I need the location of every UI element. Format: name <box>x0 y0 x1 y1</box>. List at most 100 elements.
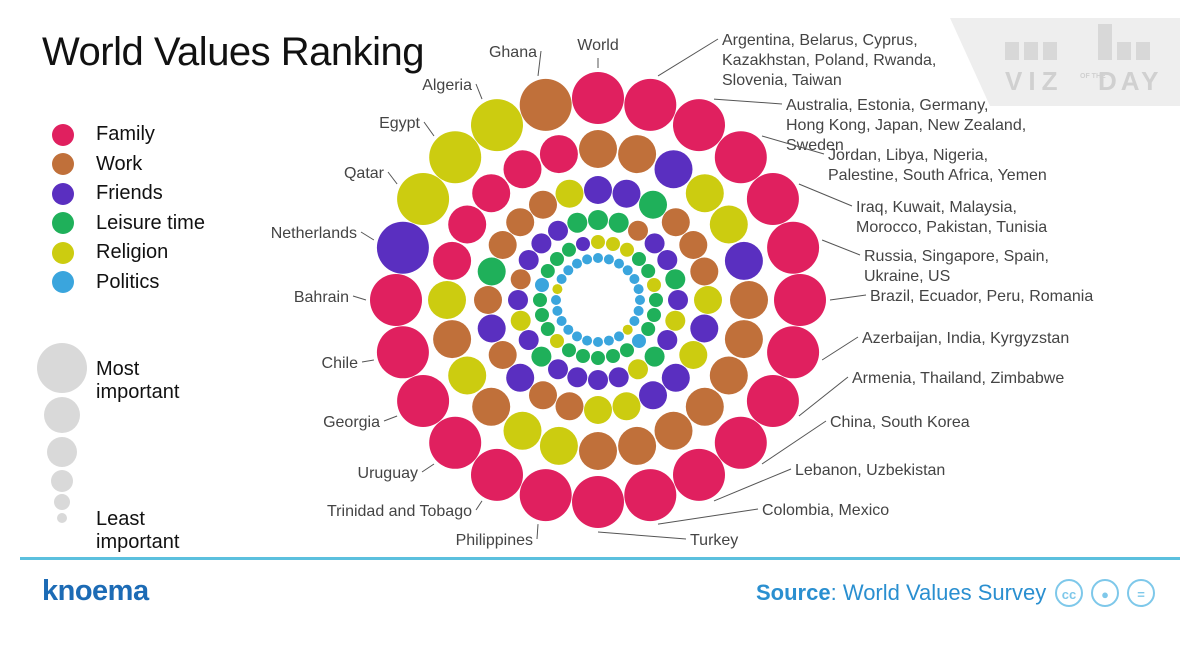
legend-label: Religion <box>96 241 169 264</box>
source-text[interactable]: World Values Survey <box>842 580 1047 605</box>
bubble-8-rank-1 <box>767 326 820 379</box>
bubble-5-rank-6 <box>629 274 640 284</box>
group-label: Armenia, Thailand, Zimbabwe <box>852 370 1064 387</box>
bubble-5-rank-1 <box>746 173 799 225</box>
bubble-21-rank-4 <box>518 250 539 270</box>
bubble-10-rank-1 <box>714 416 767 469</box>
size-label-least: Least important <box>96 508 180 553</box>
cc-icon[interactable]: cc <box>1055 579 1083 607</box>
size-label-most: Most important <box>96 358 180 403</box>
bubble-13-rank-5 <box>591 351 605 365</box>
legend-label: Politics <box>96 270 160 293</box>
bubble-3-rank-2 <box>654 150 693 189</box>
bubble-5-rank-4 <box>657 250 678 270</box>
bubble-9-rank-2 <box>709 356 748 395</box>
bubble-5-rank-2 <box>709 205 748 244</box>
bubble-2-rank-5 <box>606 237 620 251</box>
group-label: Slovenia, Taiwan <box>722 72 842 89</box>
bubble-16-rank-3 <box>506 363 535 392</box>
by-icon[interactable]: ● <box>1091 579 1119 607</box>
group-label: Egypt <box>379 115 420 132</box>
bubble-2-rank-3 <box>612 179 641 208</box>
bubble-9-rank-5 <box>641 322 656 336</box>
group-label: Colombia, Mexico <box>762 502 889 519</box>
label-connector <box>657 508 759 525</box>
legend-swatch <box>52 212 74 235</box>
bubble-12-rank-3 <box>612 392 641 421</box>
bubble-3-rank-3 <box>639 190 667 219</box>
bubble-11-rank-5 <box>620 343 634 358</box>
group-label: Palestine, South Africa, Yemen <box>828 167 1047 184</box>
bubble-19-rank-4 <box>508 290 528 310</box>
bubble-3-rank-5 <box>620 242 634 257</box>
bubble-22-rank-5 <box>550 252 564 266</box>
group-label: Qatar <box>344 165 385 182</box>
bubble-13-rank-6 <box>593 337 603 347</box>
bubble-1-rank-4 <box>588 210 608 230</box>
group-label: Kazakhstan, Poland, Rwanda, <box>722 52 936 69</box>
bubble-1-rank-5 <box>591 235 605 249</box>
bubble-12-rank-2 <box>618 426 657 465</box>
legend-label: Family <box>96 123 155 146</box>
bubble-2-rank-1 <box>624 78 677 131</box>
bubble-1-rank-3 <box>584 176 612 204</box>
legend-swatch <box>52 182 74 205</box>
bubble-1-rank-6 <box>593 253 603 263</box>
bubble-15-rank-1 <box>471 448 523 501</box>
bubble-18-rank-3 <box>477 314 506 343</box>
bubble-18-rank-1 <box>376 326 429 379</box>
bubble-6-rank-1 <box>767 221 820 274</box>
group-label: Azerbaijan, India, Kyrgyzstan <box>862 330 1069 347</box>
bubble-10-rank-3 <box>661 363 690 392</box>
group-label: Uruguay <box>358 465 418 482</box>
label-connector <box>597 531 687 540</box>
bubble-21-rank-6 <box>556 274 567 284</box>
label-connector <box>829 294 867 301</box>
knoema-logo[interactable]: knoema <box>42 575 149 607</box>
bubble-5-rank-3 <box>679 231 708 259</box>
label-connector <box>387 171 398 185</box>
label-connector <box>536 524 539 540</box>
bubble-10-rank-2 <box>685 387 724 426</box>
group-label: Algeria <box>422 77 472 94</box>
group-label: Iraq, Kuwait, Malaysia, <box>856 199 1017 216</box>
bubble-19-rank-1 <box>370 274 422 326</box>
group-label: Brazil, Ecuador, Peru, Romania <box>870 288 1093 305</box>
badge-of-the: OF THE <box>1080 73 1106 80</box>
bubble-6-rank-3 <box>690 257 719 286</box>
badge-day: DAY <box>1098 66 1163 96</box>
chart-title: World Values Ranking <box>42 30 425 74</box>
bubble-14-rank-5 <box>576 349 590 363</box>
bubble-15-rank-6 <box>572 331 582 342</box>
bubble-15-rank-2 <box>503 411 542 450</box>
bubble-2-rank-4 <box>608 212 629 233</box>
bubble-20-rank-6 <box>552 284 563 295</box>
group-label: Argentina, Belarus, Cyprus, <box>722 32 918 49</box>
group-label: World <box>577 37 619 54</box>
bubble-11-rank-3 <box>639 381 667 410</box>
bubble-24-rank-4 <box>567 212 588 233</box>
bubble-4-rank-4 <box>644 233 665 254</box>
bubble-18-rank-5 <box>535 308 549 322</box>
bubble-17-rank-4 <box>518 330 539 350</box>
bubble-18-rank-4 <box>510 310 531 331</box>
bubble-4-rank-1 <box>714 131 767 184</box>
label-connector <box>360 231 375 241</box>
legend-item-religion: Religion <box>52 238 205 268</box>
bubble-9-rank-4 <box>657 330 678 350</box>
label-connector <box>475 500 483 511</box>
bubble-21-rank-5 <box>540 264 555 278</box>
bubble-8-rank-3 <box>690 314 719 343</box>
bubble-17-rank-6 <box>556 316 567 326</box>
bubble-8-rank-6 <box>633 305 644 316</box>
bubble-3-rank-4 <box>628 220 648 241</box>
bubble-23-rank-5 <box>562 242 576 257</box>
label-connector <box>421 463 435 473</box>
bubble-7-rank-5 <box>649 293 663 307</box>
bubble-18-rank-6 <box>552 305 563 316</box>
label-connector <box>383 415 398 422</box>
nd-icon[interactable]: = <box>1127 579 1155 607</box>
label-connector <box>352 295 367 301</box>
legend-item-politics: Politics <box>52 268 205 298</box>
bubble-22-rank-1 <box>429 131 482 184</box>
